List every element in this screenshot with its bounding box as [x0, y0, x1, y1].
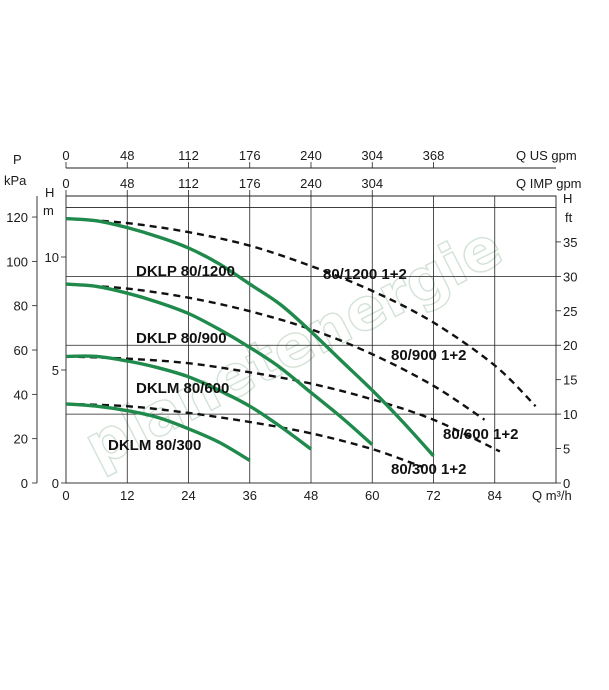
- curve-dklm-80-300: [65, 402, 251, 462]
- x-tick-label-us-gpm: 48: [120, 148, 134, 163]
- y-tick-label-ft: 15: [563, 373, 577, 388]
- series-label-80-1200-1-2: 80/1200 1+2: [323, 266, 407, 283]
- unit-label-q-imp-gpm: Q IMP gpm: [516, 176, 582, 191]
- x-tick-label-m3h: 72: [426, 488, 440, 503]
- series-label-80-300-1-2: 80/300 1+2: [391, 461, 467, 478]
- unit-label-q-us-gpm: Q US gpm: [516, 148, 577, 163]
- grid: 0 12 24 36 48 60 72 84 0 48 112 176 240 304 368 0 48 112 1…: [6, 148, 577, 503]
- x-tick-label-m3h: 0: [62, 488, 69, 503]
- x-tick-label-m3h: 48: [304, 488, 318, 503]
- curve-80-1200-1-2: [65, 217, 537, 408]
- x-tick-label-imp-gpm: 304: [361, 176, 383, 191]
- curve-dklp-80-900: [65, 282, 374, 446]
- series-label-dklm-80-300: DKLM 80/300: [108, 437, 201, 454]
- unit-label-q-m3h: Q m³/h: [532, 488, 572, 503]
- y-tick-label-kpa: 40: [14, 387, 28, 402]
- series-label-80-600-1-2: 80/600 1+2: [443, 426, 519, 443]
- y-tick-label-kpa: 20: [14, 432, 28, 447]
- curve-80-900-1-2: [65, 282, 486, 421]
- x-tick-label-imp-gpm: 112: [178, 176, 199, 191]
- y-tick-label-kpa: 60: [14, 343, 28, 358]
- y-tick-label-ft: 25: [563, 304, 577, 319]
- series-label-80-900-1-2: 80/900 1+2: [391, 347, 467, 364]
- y-tick-label-m: 5: [52, 363, 59, 378]
- x-tick-label-us-gpm: 0: [62, 148, 69, 163]
- unit-label-m-left: m: [43, 203, 54, 218]
- x-tick-label-imp-gpm: 48: [120, 176, 134, 191]
- unit-label-kpa: kPa: [4, 173, 27, 188]
- x-tick-label-us-gpm: 304: [361, 148, 383, 163]
- x-tick-label-m3h: 36: [243, 488, 257, 503]
- x-tick-label-us-gpm: 240: [300, 148, 322, 163]
- x-tick-label-m3h: 84: [488, 488, 502, 503]
- y-tick-label-ft: 20: [563, 338, 577, 353]
- y-tick-label-m: 10: [45, 250, 59, 265]
- unit-label-ft-right: ft: [565, 210, 573, 225]
- curve-dklp-80-1200: [65, 216, 435, 458]
- y-tick-label-m: 0: [52, 476, 59, 491]
- x-tick-label-imp-gpm: 240: [300, 176, 322, 191]
- unit-label-h-left: H: [45, 185, 54, 200]
- x-tick-label-us-gpm: 176: [239, 148, 261, 163]
- unit-label-h-right: H: [563, 191, 572, 206]
- series-label-dklm-80-600: DKLM 80/600: [136, 380, 229, 397]
- x-tick-label-imp-gpm: 0: [62, 176, 69, 191]
- series-label-dklp-80-900: DKLP 80/900: [136, 330, 227, 347]
- y-tick-label-ft: 30: [563, 269, 577, 284]
- curve-80-600-1-2: [65, 355, 501, 453]
- x-tick-label-us-gpm: 112: [178, 148, 199, 163]
- y-tick-label-kpa: 0: [21, 476, 28, 491]
- y-tick-label-ft: 35: [563, 235, 577, 250]
- y-tick-label-kpa: 80: [14, 299, 28, 314]
- curves: [65, 216, 537, 469]
- x-tick-label-imp-gpm: 176: [239, 176, 261, 191]
- x-tick-label-us-gpm: 368: [423, 148, 445, 163]
- x-tick-label-m3h: 12: [120, 488, 134, 503]
- y-tick-label-ft: 5: [563, 442, 570, 457]
- unit-label-p: P: [13, 152, 22, 167]
- series-label-dklp-80-1200: DKLP 80/1200: [136, 263, 235, 280]
- x-tick-label-m3h: 60: [365, 488, 379, 503]
- y-tick-label-kpa: 120: [6, 210, 28, 225]
- curve-dklm-80-600: [65, 354, 313, 451]
- y-tick-label-ft: 0: [563, 476, 570, 491]
- y-tick-label-ft: 10: [563, 407, 577, 422]
- x-tick-label-m3h: 24: [181, 488, 195, 503]
- y-tick-label-kpa: 100: [6, 254, 28, 269]
- curve-80-300-1-2: [65, 402, 424, 469]
